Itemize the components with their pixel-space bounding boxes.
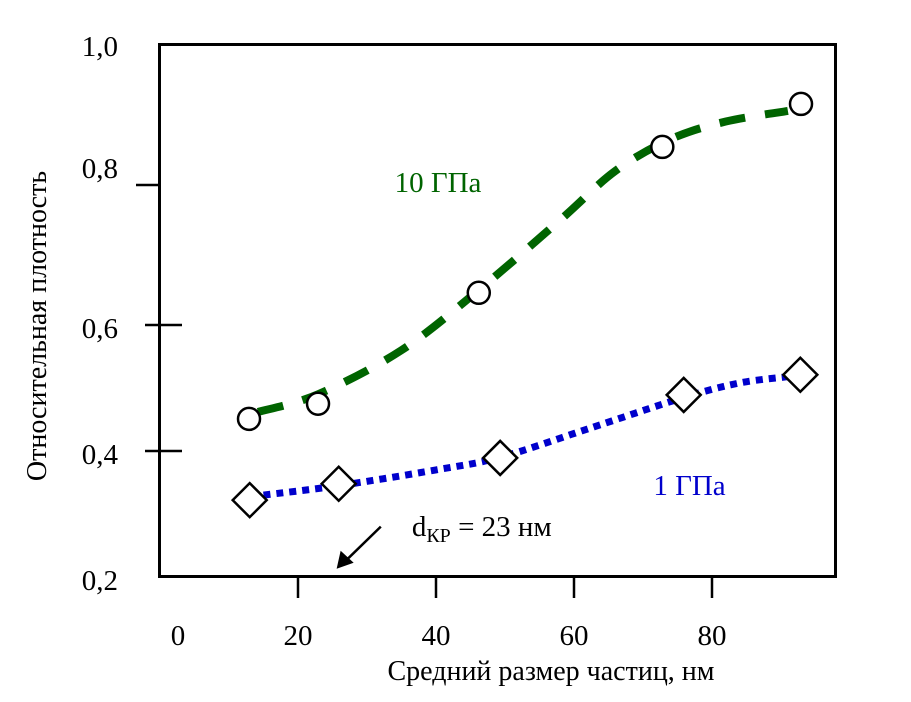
fit-curves bbox=[256, 107, 789, 499]
data-point-circle bbox=[236, 406, 262, 432]
series-label: 1 ГПа bbox=[653, 470, 725, 502]
y-axis-ticks: 0,2 0,4 0,6 0,8 1,0 bbox=[82, 31, 182, 597]
critical-size-annotation: dКР = 23 нм bbox=[412, 511, 552, 547]
x-tick-label: 40 bbox=[422, 620, 451, 652]
x-tick-label: 20 bbox=[284, 620, 313, 652]
plot-frame bbox=[158, 43, 837, 578]
data-markers bbox=[230, 91, 820, 519]
x-tick-label: 80 bbox=[698, 620, 727, 652]
y-axis-title: Относительная плотность bbox=[22, 171, 53, 481]
annotation-arrow-line bbox=[343, 525, 382, 563]
data-point-circle bbox=[788, 91, 814, 117]
series-labels: 10 ГПа 1 ГПа bbox=[395, 167, 726, 502]
series-label: 10 ГПа bbox=[395, 167, 482, 199]
y-tick-label: 1,0 bbox=[82, 31, 118, 63]
annotation-value: = 23 нм bbox=[451, 511, 552, 543]
y-tick-label: 0,4 bbox=[82, 439, 119, 471]
annotations: dКР = 23 нм bbox=[336, 511, 552, 569]
y-tick-label: 0,2 bbox=[82, 565, 118, 597]
data-point-diamond bbox=[319, 464, 358, 503]
x-tick-label: 0 bbox=[171, 620, 186, 652]
x-axis-ticks: 0 20 40 60 80 bbox=[171, 577, 727, 652]
data-point-circle bbox=[305, 391, 331, 416]
y-tick-label: 0,6 bbox=[82, 313, 118, 345]
fit-curve-10gpa bbox=[256, 107, 789, 416]
annotation-subscript: КР bbox=[426, 525, 450, 547]
fit-curve-1gpa bbox=[263, 373, 789, 499]
data-point-diamond bbox=[781, 356, 820, 394]
annotation-symbol: d bbox=[412, 511, 427, 543]
arrowhead-icon bbox=[336, 550, 354, 569]
data-point-diamond bbox=[481, 439, 519, 477]
x-tick-label: 60 bbox=[560, 620, 589, 652]
x-axis-title: Средний размер частиц, нм bbox=[387, 656, 714, 687]
y-tick-label: 0,8 bbox=[82, 153, 118, 185]
data-point-circle bbox=[466, 280, 492, 306]
data-point-diamond bbox=[664, 376, 703, 414]
data-point-circle bbox=[650, 134, 675, 160]
data-point-diamond bbox=[230, 481, 269, 519]
